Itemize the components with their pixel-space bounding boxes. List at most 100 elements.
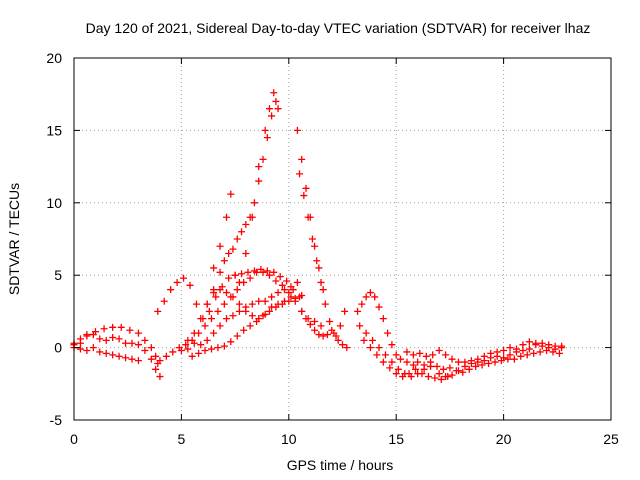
data-point [403, 358, 411, 366]
data-point [315, 264, 323, 272]
data-point [212, 293, 220, 301]
data-point [246, 322, 254, 330]
data-point [317, 322, 325, 330]
data-point [220, 300, 228, 308]
data-point [216, 268, 224, 276]
data-point [229, 245, 237, 253]
data-point [296, 170, 304, 178]
data-point [214, 307, 222, 315]
data-point [319, 286, 327, 294]
axis-ticks [73, 57, 612, 421]
data-point [265, 105, 273, 113]
data-point [308, 235, 316, 243]
data-point [293, 126, 301, 134]
data-point [210, 264, 218, 272]
data-point [201, 322, 209, 330]
data-point [278, 281, 286, 289]
x-tick-label: 15 [388, 431, 404, 447]
data-point [167, 286, 175, 294]
data-point [244, 268, 252, 276]
data-point [381, 351, 389, 359]
data-point [229, 293, 237, 301]
data-point [379, 315, 387, 323]
data-point [437, 375, 445, 383]
data-point [152, 352, 160, 360]
y-tick-label: -5 [50, 412, 63, 428]
data-point [336, 322, 344, 330]
data-point [302, 184, 310, 192]
data-point [519, 346, 527, 354]
data-point [265, 271, 273, 279]
data-point [341, 307, 349, 315]
data-point [545, 341, 553, 349]
x-tick-label: 20 [496, 431, 512, 447]
data-point [126, 326, 134, 334]
data-point [283, 277, 291, 285]
data-point [83, 332, 91, 340]
data-point [253, 268, 261, 276]
data-point [493, 352, 501, 360]
data-point [343, 344, 351, 352]
data-point [429, 351, 437, 359]
data-point [298, 155, 306, 163]
data-point [96, 348, 104, 356]
data-point [454, 358, 462, 366]
data-point [223, 315, 231, 323]
data-point [255, 297, 263, 305]
data-point [182, 341, 190, 349]
data-point [235, 300, 243, 308]
data-point [184, 336, 192, 344]
chart-title: Day 120 of 2021, Sidereal Day-to-day VTE… [86, 20, 591, 36]
data-point [122, 354, 130, 362]
data-point [442, 351, 450, 359]
data-point [512, 348, 520, 356]
data-point [433, 362, 441, 370]
data-point [210, 329, 218, 337]
data-point [134, 329, 142, 337]
data-point [231, 271, 239, 279]
data-point [89, 344, 97, 352]
data-point [506, 344, 514, 352]
data-point [375, 344, 383, 352]
data-point [439, 365, 447, 373]
data-point [180, 274, 188, 282]
data-point [304, 213, 312, 221]
data-point [263, 134, 271, 142]
data-point [525, 338, 533, 346]
data-point [366, 344, 374, 352]
data-point [311, 242, 319, 250]
data-point [300, 192, 308, 200]
data-point [207, 315, 215, 323]
data-point [414, 358, 422, 366]
plot-frame [73, 57, 612, 421]
data-point [242, 307, 250, 315]
data-point [233, 332, 241, 340]
data-point [205, 307, 213, 315]
data-point [302, 315, 310, 323]
data-point [240, 326, 248, 334]
data-point [225, 249, 233, 257]
data-point [220, 257, 228, 265]
data-point [403, 348, 411, 356]
data-point [197, 341, 205, 349]
data-point [405, 370, 413, 378]
data-point [555, 349, 563, 357]
data-point [549, 348, 557, 356]
data-point [235, 278, 243, 286]
data-point [270, 89, 278, 97]
data-point [203, 300, 211, 308]
data-point [238, 228, 246, 236]
data-point [115, 335, 123, 343]
data-point [216, 286, 224, 294]
x-tick-label: 10 [281, 431, 297, 447]
data-point [392, 370, 400, 378]
data-point [147, 355, 155, 363]
data-point [188, 352, 196, 360]
data-point [467, 360, 475, 368]
data-point [134, 341, 142, 349]
data-point [248, 312, 256, 320]
data-point [472, 362, 480, 370]
data-point [362, 293, 370, 301]
data-point [328, 326, 336, 334]
